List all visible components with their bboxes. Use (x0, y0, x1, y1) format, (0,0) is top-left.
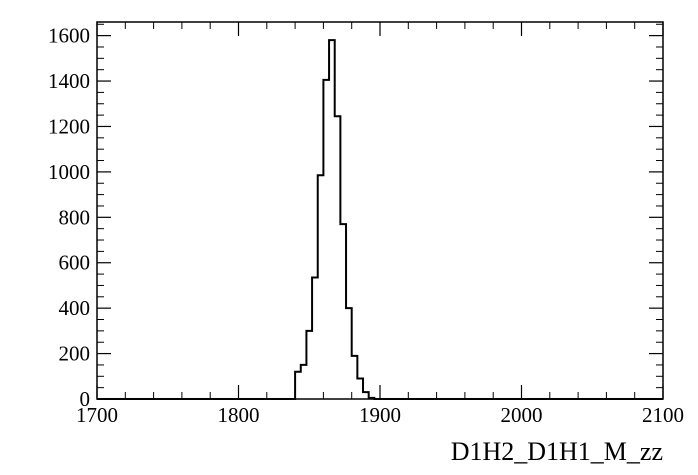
histogram-bin (301, 365, 307, 399)
x-tick-label: 2100 (642, 403, 684, 427)
histogram-bin (340, 224, 346, 399)
histogram-bin (357, 379, 363, 399)
histogram-bin (318, 175, 324, 399)
y-tick-label: 1400 (48, 69, 90, 93)
histogram-bin (335, 116, 341, 399)
histogram-bin (346, 308, 352, 399)
x-axis-title: D1H2_D1H1_M_zz (451, 437, 663, 466)
x-tick-label: 2000 (501, 403, 543, 427)
y-tick-label: 200 (59, 342, 91, 366)
y-tick-label: 1600 (48, 24, 90, 48)
tick-labels: 1700 1800 1900 2000 2100 0 200 400 600 800 1000 120… (48, 24, 684, 427)
histogram-bin (312, 277, 318, 399)
y-tick-label: 1200 (48, 114, 90, 138)
histogram-bin (323, 80, 329, 399)
histogram-bin (329, 40, 335, 399)
y-tick-label: 1000 (48, 160, 90, 184)
y-tick-label: 400 (59, 296, 91, 320)
histogram-bins (295, 40, 374, 399)
histogram-bin (369, 398, 375, 399)
histogram-bin (295, 372, 301, 399)
x-tick-label: 1900 (359, 403, 401, 427)
axis-ticks (96, 22, 664, 400)
histogram-bin (352, 356, 358, 399)
y-tick-label: 800 (59, 205, 91, 229)
y-tick-label: 600 (59, 251, 91, 275)
histogram-bin (363, 392, 369, 399)
x-tick-label: 1800 (218, 403, 260, 427)
y-tick-label: 0 (80, 387, 91, 411)
x-tick-label: 1700 (76, 403, 118, 427)
histogram-bin (306, 331, 312, 399)
histogram-series-line (97, 39, 663, 400)
plot-frame (96, 21, 664, 400)
